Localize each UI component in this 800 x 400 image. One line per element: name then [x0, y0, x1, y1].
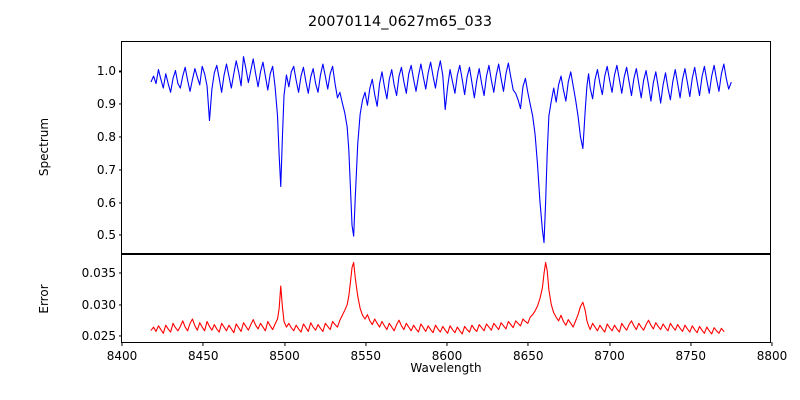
- x-tick-label: 8400: [106, 349, 138, 363]
- y-tick-label: 0.9: [96, 97, 116, 112]
- x-tick-label: 8700: [594, 349, 625, 363]
- spectrum-y-axis-label: Spectrum: [37, 117, 51, 177]
- y-tick-mark: [118, 169, 122, 171]
- x-tick-mark: [446, 342, 448, 346]
- x-tick-label: 8800: [756, 349, 788, 363]
- y-tick-label: 0.7: [96, 162, 116, 177]
- y-tick-mark: [118, 304, 122, 306]
- y-tick-label: 0.6: [96, 195, 116, 210]
- y-tick-label: 0.025: [81, 329, 116, 344]
- y-tick-mark: [118, 272, 122, 274]
- y-tick-mark: [118, 202, 122, 204]
- x-tick-label: 8650: [512, 349, 544, 363]
- x-tick-mark: [283, 342, 286, 346]
- x-tick-label: 8550: [350, 349, 382, 363]
- y-tick-label: 0.030: [81, 297, 116, 312]
- y-tick-mark: [118, 335, 122, 337]
- error-axes: 0.035 0.030 0.025 8400 8450 8500 8550 8600 8650…: [82, 254, 787, 363]
- figure-title: 20070114_0627m65_033: [307, 14, 493, 30]
- spectrum-plot-area: [122, 42, 770, 253]
- y-tick-label: 0.8: [96, 130, 116, 145]
- error-y-axis-label: Error: [37, 284, 51, 314]
- y-tick-label: 1.0: [96, 64, 116, 79]
- y-tick-mark: [118, 103, 122, 105]
- x-tick-label: 8500: [269, 349, 300, 363]
- spectrum-axes: 1.0 0.9 0.8 0.7 0.6 0.5: [97, 41, 771, 254]
- x-tick-label: 8450: [187, 349, 219, 363]
- y-tick-label: 0.035: [81, 265, 116, 280]
- x-tick-mark: [527, 342, 529, 346]
- x-tick-label: 8750: [675, 349, 707, 363]
- error-plot-area: [122, 255, 770, 342]
- x-tick-mark: [690, 342, 692, 346]
- y-tick-mark: [118, 234, 122, 236]
- y-tick-label: 0.5: [96, 228, 116, 243]
- spectrum-line: [151, 57, 731, 243]
- y-tick-mark: [118, 136, 122, 138]
- x-tick-label: 8600: [431, 349, 463, 363]
- x-axis-label: Wavelength: [410, 361, 482, 375]
- x-tick-mark: [771, 342, 773, 346]
- x-tick-mark: [608, 342, 611, 346]
- x-tick-mark: [121, 342, 123, 346]
- error-line: [151, 262, 724, 333]
- y-tick-mark: [118, 70, 122, 73]
- x-tick-mark: [365, 342, 367, 346]
- x-tick-mark: [202, 342, 204, 346]
